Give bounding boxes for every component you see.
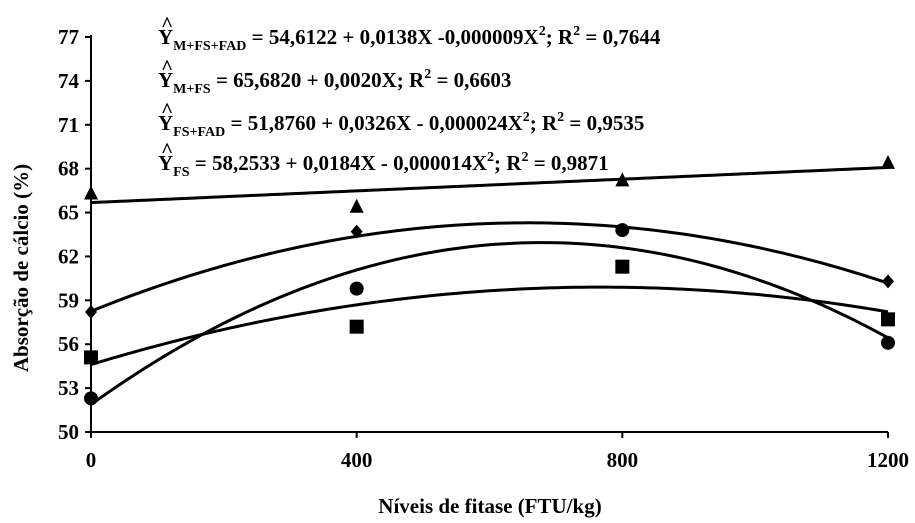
data-point-triangle bbox=[881, 154, 895, 169]
x-tick-label: 400 bbox=[341, 448, 373, 472]
data-point-diamond bbox=[85, 305, 97, 320]
y-tick-label: 71 bbox=[58, 113, 79, 137]
equation-hat: ^ bbox=[161, 138, 173, 162]
data-point-circle bbox=[84, 391, 98, 406]
data-point-triangle bbox=[615, 172, 630, 187]
equation-hat: ^ bbox=[161, 12, 173, 36]
data-point-circle bbox=[881, 335, 895, 350]
data-point-circle bbox=[349, 281, 364, 296]
axes bbox=[85, 35, 889, 438]
fit-curve-triangle bbox=[90, 165, 889, 205]
equation-2: YM+FS = 65,6820 + 0,0020X; R2 = 0,6603 bbox=[158, 67, 511, 97]
fit-curve-square bbox=[90, 221, 889, 313]
y-tick-label: 77 bbox=[58, 25, 79, 49]
data-point-square bbox=[881, 312, 895, 327]
data-points bbox=[84, 154, 895, 406]
tick-labels: 50 53 56 59 62 65 68 71 74 77 0 400 800 1200 bbox=[58, 25, 909, 472]
x-tick-label: 0 bbox=[86, 448, 97, 472]
x-axis-title: Níveis de fitase (FTU/kg) bbox=[378, 494, 601, 518]
fit-curve-circle bbox=[90, 241, 889, 406]
y-tick-label: 65 bbox=[58, 201, 79, 225]
equations: ^YM+FS+FAD = 54,6122 + 0,0138X -0,000009… bbox=[158, 12, 661, 180]
data-point-diamond bbox=[882, 274, 894, 289]
y-tick-label: 59 bbox=[58, 288, 79, 312]
fit-curve-diamond bbox=[90, 285, 889, 366]
equation-4: YFS = 58,2533 + 0,0184X - 0,000014X2; R2… bbox=[158, 150, 609, 180]
y-tick-label: 62 bbox=[58, 244, 79, 268]
y-tick-label: 56 bbox=[58, 332, 79, 356]
y-axis-title: Absorção de cálcio (%) bbox=[9, 164, 33, 372]
data-point-square bbox=[615, 259, 630, 274]
data-point-square bbox=[349, 319, 364, 334]
data-point-diamond bbox=[350, 224, 363, 239]
y-tick-label: 53 bbox=[58, 376, 79, 400]
data-point-circle bbox=[615, 223, 630, 238]
x-tick-label: 1200 bbox=[867, 448, 909, 472]
data-point-square bbox=[84, 350, 98, 365]
equation-3: YFS+FAD = 51,8760 + 0,0326X - 0,000024X2… bbox=[158, 110, 644, 140]
y-tick-label: 68 bbox=[58, 157, 79, 181]
x-tick-label: 800 bbox=[607, 448, 639, 472]
equation-1: YM+FS+FAD = 54,6122 + 0,0138X -0,000009X… bbox=[158, 24, 661, 54]
y-tick-label: 50 bbox=[58, 420, 79, 444]
fit-curves bbox=[90, 165, 889, 406]
data-point-triangle bbox=[349, 198, 364, 213]
y-tick-label: 74 bbox=[58, 69, 80, 93]
data-point-triangle bbox=[84, 185, 98, 200]
equation-hat: ^ bbox=[161, 98, 173, 122]
equation-hat: ^ bbox=[161, 55, 173, 79]
